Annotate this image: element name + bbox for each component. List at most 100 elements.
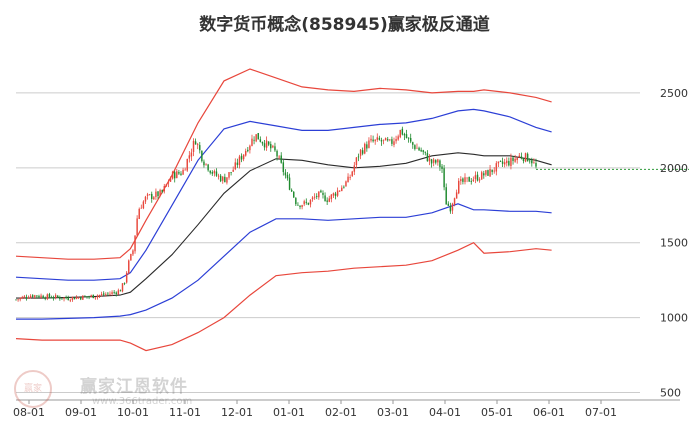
candle-body	[380, 140, 383, 142]
candle-body	[524, 153, 527, 162]
candle-body	[466, 177, 468, 179]
candle-body	[34, 295, 36, 298]
candle-body	[535, 163, 537, 167]
candle-body	[234, 162, 237, 170]
channel-line-upper-inner	[15, 108, 552, 281]
candle-body	[313, 196, 316, 198]
candle-body	[21, 297, 23, 299]
candle-body	[297, 204, 299, 206]
candle-body	[386, 139, 389, 141]
candle-body	[480, 172, 483, 180]
candle-body	[441, 166, 443, 169]
channel-line-upper-outer	[15, 68, 552, 260]
candle-body	[334, 193, 337, 196]
candle-body	[190, 152, 193, 157]
candle-body	[284, 172, 287, 176]
candle-body	[140, 207, 143, 209]
candle-body	[194, 141, 197, 145]
candle-body	[472, 179, 475, 181]
candle-body	[432, 159, 435, 163]
candle-body	[464, 177, 466, 183]
candle-body	[36, 295, 38, 297]
watermark-name: 赢家江恩软件	[80, 377, 188, 397]
candle-body	[328, 198, 330, 202]
candle-body	[199, 145, 201, 151]
candle-body	[17, 299, 19, 301]
candle-body	[123, 282, 126, 284]
candle-body	[508, 160, 510, 166]
candle-body	[94, 297, 97, 299]
candle-body	[357, 156, 360, 158]
candle-body	[134, 235, 136, 252]
candle-body	[409, 138, 412, 142]
candle-body	[282, 162, 285, 173]
candle-body	[52, 297, 55, 299]
candle-body	[447, 203, 450, 206]
candle-body	[136, 218, 138, 236]
candle-body	[98, 294, 101, 296]
x-tick-label: 08-01	[13, 406, 45, 419]
candle-body	[67, 297, 69, 300]
candle-body	[219, 175, 222, 182]
candle-body	[88, 296, 90, 298]
candle-body	[468, 176, 470, 182]
candle-body	[501, 161, 504, 164]
candle-body	[38, 295, 40, 298]
candle-body	[161, 189, 163, 192]
candle-body	[253, 139, 255, 141]
candle-body	[355, 157, 358, 166]
candle-body	[518, 155, 521, 158]
candle-body	[148, 194, 151, 196]
candle-body	[57, 295, 59, 298]
candle-body	[495, 163, 498, 172]
candle-body	[286, 174, 289, 179]
candle-body	[470, 181, 472, 182]
candle-body	[345, 181, 347, 187]
candle-body	[303, 201, 305, 205]
candle-body	[115, 292, 117, 295]
candle-body	[315, 196, 318, 197]
candle-body	[211, 172, 214, 174]
candle-body	[418, 147, 420, 151]
axis-labels: 500 1000 1500 2000 2500 08-01 09-01 10-01 11-01 1…	[13, 87, 688, 419]
candle-body	[263, 143, 266, 148]
candle-body	[146, 194, 149, 196]
y-tick-label: 2000	[660, 162, 688, 175]
candle-body	[458, 180, 460, 194]
x-tick-label: 02-01	[325, 406, 357, 419]
candle-body	[138, 208, 140, 219]
candle-body	[247, 149, 249, 152]
candle-body	[389, 139, 391, 141]
candle-body	[520, 156, 523, 159]
candle-body	[232, 169, 234, 172]
candle-body	[73, 297, 76, 300]
candle-body	[445, 187, 447, 205]
candle-body	[257, 133, 259, 140]
candle-body	[240, 155, 243, 160]
candle-body	[15, 299, 17, 301]
candle-body	[332, 193, 335, 196]
chart-title: 数字货币概念(858945)赢家极反通道	[199, 15, 490, 35]
candle-body	[478, 179, 481, 181]
candle-body	[395, 138, 397, 142]
candle-body	[86, 296, 88, 298]
x-tick-label: 11-01	[169, 406, 201, 419]
candle-body	[374, 139, 376, 142]
grid-layer	[16, 92, 640, 394]
candle-body	[514, 158, 516, 162]
candle-body	[407, 137, 410, 139]
candle-body	[130, 253, 132, 261]
candle-body	[80, 297, 82, 300]
candle-body	[359, 149, 362, 156]
channel-line-lower-inner	[16, 203, 552, 320]
x-tick-label: 12-01	[221, 406, 253, 419]
candle-body	[226, 177, 228, 183]
candle-body	[242, 154, 245, 160]
candle-body	[144, 196, 147, 202]
candle-body	[483, 173, 485, 176]
candle-body	[424, 151, 427, 153]
candle-body	[301, 205, 303, 208]
candle-body	[163, 186, 166, 192]
candle-body	[48, 293, 51, 298]
candle-body	[31, 295, 34, 297]
